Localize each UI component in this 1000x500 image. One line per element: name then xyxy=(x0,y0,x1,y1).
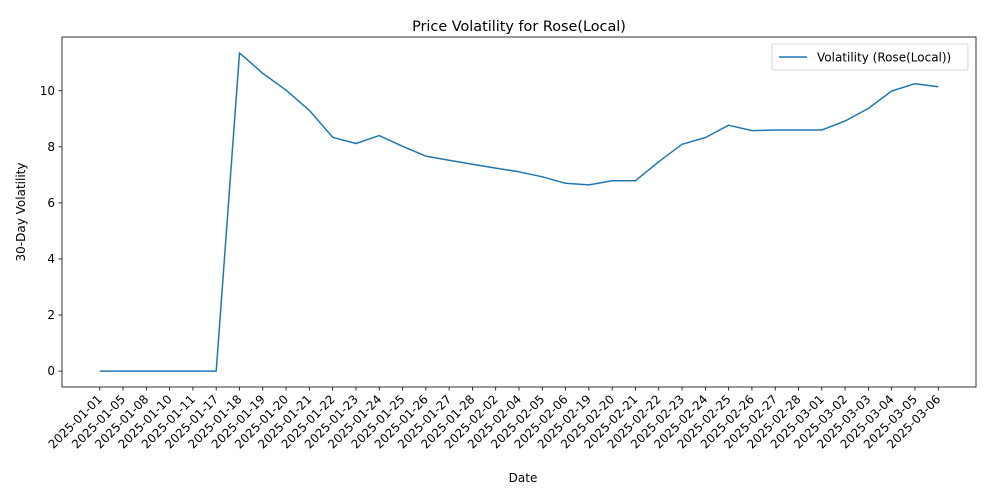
x-axis-ticks: 2025-01-012025-01-052025-01-082025-01-10… xyxy=(46,387,943,451)
axes-frame xyxy=(61,36,977,388)
legend-box xyxy=(771,43,969,71)
y-tick-label: 8 xyxy=(47,140,55,154)
y-axis-ticks: 0 2 4 6 8 10 xyxy=(40,84,62,378)
plot-area xyxy=(99,52,939,372)
y-tick-label: 10 xyxy=(40,84,55,98)
series-line xyxy=(99,52,939,372)
y-tick-label: 0 xyxy=(47,364,55,378)
y-tick-label: 6 xyxy=(47,196,55,210)
y-tick-label: 4 xyxy=(47,252,55,266)
legend: Volatility (Rose(Local)) xyxy=(771,43,969,71)
legend-label: Volatility (Rose(Local)) xyxy=(817,51,951,65)
chart-title: Price Volatility for Rose(Local) xyxy=(412,19,626,35)
y-tick-label: 2 xyxy=(47,308,55,322)
x-axis-label: Date xyxy=(509,471,538,485)
y-axis-label: 30-Day Volatility xyxy=(14,163,28,262)
